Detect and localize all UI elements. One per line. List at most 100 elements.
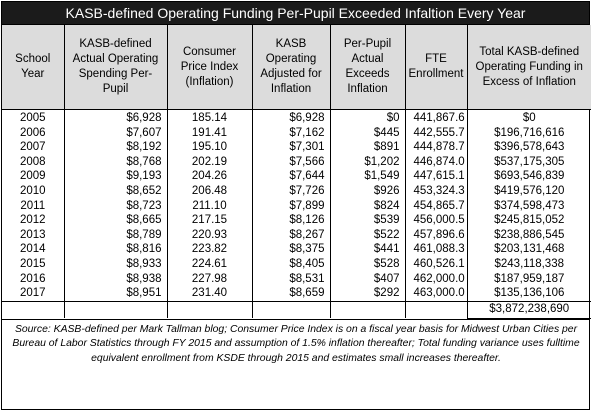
year-cell: 2007	[2, 140, 65, 155]
cpi-cell: 227.98	[166, 271, 253, 287]
total-excess-cell: $396,578,643	[466, 140, 591, 155]
exceeds-cell: $824	[329, 198, 406, 214]
table-row: 2009 $9,193 204.26 $7,644 $1,549 447,615.1 $69…	[2, 169, 591, 184]
empty-cell	[251, 300, 331, 319]
adjusted-cell: $7,301	[251, 140, 331, 155]
header-actual-spending: KASB-defined Actual Operating Spending P…	[63, 25, 168, 110]
fte-cell: 456,000.5	[404, 213, 468, 228]
exceeds-cell: $522	[329, 227, 406, 243]
adjusted-cell: $8,405	[251, 256, 331, 272]
year-cell: 2010	[2, 183, 65, 199]
year-cell: 2006	[2, 125, 65, 141]
cpi-cell: 204.26	[166, 169, 253, 184]
exceeds-cell: $441	[329, 242, 406, 257]
exceeds-cell: $1,549	[329, 169, 406, 184]
adjusted-cell: $8,126	[251, 213, 331, 228]
fte-cell: 457,896.6	[404, 227, 468, 243]
fte-cell: 461,088.3	[404, 242, 468, 257]
total-excess-cell: $187,959,187	[466, 271, 591, 287]
actual-spending-cell: $7,607	[63, 125, 168, 141]
actual-spending-cell: $8,938	[63, 271, 168, 287]
cpi-cell: 195.10	[166, 140, 253, 155]
actual-spending-cell: $6,928	[63, 109, 168, 126]
cpi-cell: 217.15	[166, 213, 253, 228]
exceeds-cell: $528	[329, 256, 406, 272]
total-excess-cell: $419,576,120	[466, 183, 591, 199]
adjusted-cell: $8,267	[251, 227, 331, 243]
fte-cell: 447,615.1	[404, 169, 468, 184]
adjusted-cell: $7,566	[251, 154, 331, 170]
year-cell: 2014	[2, 242, 65, 257]
total-excess-cell: $374,598,473	[466, 198, 591, 214]
total-excess-cell: $203,131,468	[466, 242, 591, 257]
fte-cell: 454,865.7	[404, 198, 468, 214]
actual-spending-cell: $8,723	[63, 198, 168, 214]
year-cell: 2011	[2, 198, 65, 214]
cpi-cell: 223.82	[166, 242, 253, 257]
total-excess-cell: $243,118,338	[466, 256, 591, 272]
year-cell: 2017	[2, 286, 65, 302]
table-row: 2011 $8,723 211.10 $7,899 $824 454,865.7 $374,…	[2, 198, 591, 214]
total-excess-cell: $196,716,616	[466, 125, 591, 141]
actual-spending-cell: $8,192	[63, 140, 168, 155]
empty-cell	[2, 300, 65, 319]
actual-spending-cell: $9,193	[63, 169, 168, 184]
year-cell: 2015	[2, 256, 65, 272]
grand-total-row: $3,872,238,690	[2, 300, 591, 319]
header-fte: FTE Enrollment	[404, 25, 468, 110]
table-body: 2005 $6,928 185.14 $6,928 $0 441,867.6 $0 2006 $…	[2, 109, 591, 319]
actual-spending-cell: $8,768	[63, 154, 168, 170]
table-row: 2014 $8,816 223.82 $8,375 $441 461,088.3 $203,…	[2, 242, 591, 257]
year-cell: 2016	[2, 271, 65, 287]
adjusted-cell: $7,162	[251, 125, 331, 141]
year-cell: 2012	[2, 213, 65, 228]
exceeds-cell: $0	[329, 109, 406, 126]
table-row: 2007 $8,192 195.10 $7,301 $891 444,878.7 $396,…	[2, 140, 591, 155]
actual-spending-cell: $8,816	[63, 242, 168, 257]
total-excess-cell: $693,546,839	[466, 169, 591, 184]
cpi-cell: 185.14	[166, 109, 253, 126]
adjusted-cell: $6,928	[251, 109, 331, 126]
fte-cell: 444,878.7	[404, 140, 468, 155]
exceeds-cell: $1,202	[329, 154, 406, 170]
fte-cell: 453,324.3	[404, 183, 468, 199]
empty-cell	[404, 300, 468, 319]
exceeds-cell: $407	[329, 271, 406, 287]
grand-total-value: $3,872,238,690	[466, 300, 591, 319]
cpi-cell: 191.41	[166, 125, 253, 141]
table-row: 2010 $8,652 206.48 $7,726 $926 453,324.3 $419,…	[2, 183, 591, 199]
header-row: School Year KASB-defined Actual Operatin…	[2, 25, 591, 110]
adjusted-cell: $8,659	[251, 286, 331, 302]
table-title: KASB-defined Operating Funding Per-Pupil…	[2, 2, 589, 25]
adjusted-cell: $7,899	[251, 198, 331, 214]
empty-cell	[166, 300, 253, 319]
total-excess-cell: $0	[466, 109, 591, 126]
adjusted-cell: $7,644	[251, 169, 331, 184]
cpi-cell: 202.19	[166, 154, 253, 170]
fte-cell: 460,526.1	[404, 256, 468, 272]
actual-spending-cell: $8,933	[63, 256, 168, 272]
fte-cell: 441,867.6	[404, 109, 468, 126]
year-cell: 2005	[2, 109, 65, 126]
total-excess-cell: $537,175,305	[466, 154, 591, 170]
table-row: 2015 $8,933 224.61 $8,405 $528 460,526.1 $243,…	[2, 256, 591, 272]
header-exceeds: Per-Pupil Actual Exceeds Inflation	[329, 25, 406, 110]
table-row: 2017 $8,951 231.40 $8,659 $292 463,000.0 $135,…	[2, 286, 591, 302]
actual-spending-cell: $8,789	[63, 227, 168, 243]
cpi-cell: 220.93	[166, 227, 253, 243]
actual-spending-cell: $8,665	[63, 213, 168, 228]
table-row: 2005 $6,928 185.14 $6,928 $0 441,867.6 $0	[2, 109, 591, 126]
fte-cell: 446,874.0	[404, 154, 468, 170]
fte-cell: 463,000.0	[404, 286, 468, 302]
cpi-cell: 231.40	[166, 286, 253, 302]
fte-cell: 442,555.7	[404, 125, 468, 141]
source-note: Source: KASB-defined per Mark Tallman bl…	[2, 318, 589, 367]
total-excess-cell: $238,886,545	[466, 227, 591, 243]
header-school-year: School Year	[2, 25, 65, 110]
adjusted-cell: $8,531	[251, 271, 331, 287]
header-cpi: Consumer Price Index (Inflation)	[166, 25, 253, 110]
exceeds-cell: $445	[329, 125, 406, 141]
header-adjusted: KASB Operating Adjusted for Inflation	[251, 25, 331, 110]
fte-cell: 462,000.0	[404, 271, 468, 287]
adjusted-cell: $7,726	[251, 183, 331, 199]
